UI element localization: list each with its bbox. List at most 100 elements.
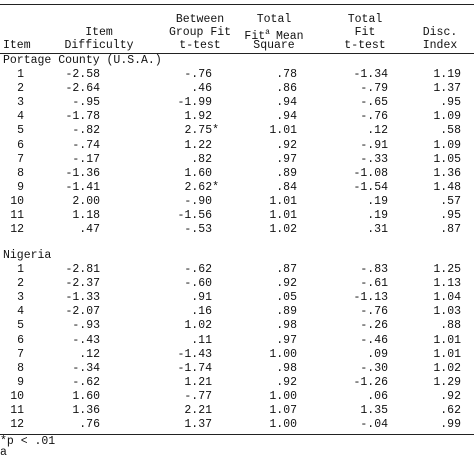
item-number: 2	[17, 82, 24, 96]
cell: .12	[367, 124, 388, 138]
cell: .89	[276, 305, 297, 319]
item-number: 9	[17, 375, 24, 389]
cell: .19	[367, 194, 388, 208]
cell: 2.00	[72, 194, 100, 208]
cell: 1.01	[433, 347, 461, 361]
cell: -.91	[360, 138, 388, 152]
cell: .84	[276, 180, 297, 194]
cell: 1.13	[433, 277, 461, 291]
cell: .78	[276, 68, 297, 81]
cell: .31	[367, 223, 388, 237]
cell: 1.05	[433, 152, 461, 166]
item-number: 12	[10, 223, 24, 237]
cell: -.62	[72, 375, 100, 389]
cell: -.65	[360, 96, 388, 110]
cell: -1.56	[177, 209, 212, 222]
cell: -.93	[72, 319, 100, 333]
cell: 1.35	[360, 404, 388, 417]
footnote: *p < .01	[0, 435, 56, 448]
section-label: Portage County (U.S.A.)	[3, 54, 162, 67]
cell: .99	[440, 418, 461, 432]
cell: 1.36	[433, 166, 461, 180]
item-number: 2	[17, 277, 24, 291]
cell: 1.60	[184, 166, 212, 180]
cell: .94	[276, 96, 297, 110]
cell: 1.29	[433, 375, 461, 389]
cell: -.26	[360, 319, 388, 333]
column-header: Index	[422, 39, 458, 52]
bottom-rule	[0, 434, 474, 435]
cell: 1.03	[433, 305, 461, 319]
item-number: 1	[17, 68, 24, 81]
column-header: Disc.	[422, 26, 458, 39]
column-header: Total	[256, 13, 292, 26]
cell: -.53	[184, 223, 212, 237]
cell: 1.02	[184, 319, 212, 333]
cell: -.62	[184, 263, 212, 276]
item-number: 4	[17, 305, 24, 319]
cell: .06	[367, 389, 388, 403]
cell: .86	[276, 82, 297, 96]
column-header: Fit	[354, 26, 376, 39]
cell: -.95	[72, 96, 100, 110]
cell: .92	[440, 389, 461, 403]
cell: -.34	[72, 361, 100, 375]
cell: -.04	[360, 418, 388, 432]
cell: -2.58	[65, 68, 100, 81]
cell: .16	[191, 305, 212, 319]
item-number: 11	[10, 404, 24, 417]
cell: -2.81	[65, 263, 100, 276]
item-number: 3	[17, 291, 24, 305]
cell: 1.92	[184, 110, 212, 124]
cell: 1.60	[72, 389, 100, 403]
cell: -.33	[360, 152, 388, 166]
header-rule	[0, 53, 474, 54]
column-header: Between	[175, 13, 225, 26]
section-label: Nigeria	[3, 249, 52, 262]
cell: -.76	[360, 110, 388, 124]
item-number: 5	[17, 124, 24, 138]
cell: .95	[440, 209, 461, 222]
cell: .94	[276, 110, 297, 124]
cell: -.46	[360, 333, 388, 347]
cell: .98	[276, 319, 297, 333]
cell: -1.54	[353, 180, 388, 194]
cell: .95	[440, 96, 461, 110]
cell: .88	[440, 319, 461, 333]
header-part: a	[265, 28, 270, 37]
cell: -1.41	[65, 180, 100, 194]
column-header: t-test	[344, 39, 386, 52]
item-number: 6	[17, 333, 24, 347]
cell: .82	[191, 152, 212, 166]
cell: 1.21	[184, 375, 212, 389]
cell: .92	[276, 277, 297, 291]
cell: .92	[276, 375, 297, 389]
cell: .46	[191, 82, 212, 96]
cell: .11	[191, 333, 212, 347]
cell: -.83	[360, 263, 388, 276]
cell: 1.00	[269, 418, 297, 432]
item-number: 10	[10, 194, 24, 208]
cell: 1.01	[269, 194, 297, 208]
cell: 1.09	[433, 110, 461, 124]
cell: -.79	[360, 82, 388, 96]
cell: 1.09	[433, 138, 461, 152]
column-header: Fita Mean	[244, 26, 303, 44]
cell: -2.37	[65, 277, 100, 291]
cell: .89	[276, 166, 297, 180]
cell: 1.00	[269, 389, 297, 403]
cell: 1.04	[433, 291, 461, 305]
item-number: 5	[17, 319, 24, 333]
footnote: a	[0, 446, 7, 459]
cell: 1.22	[184, 138, 212, 152]
cell: 1.07	[269, 404, 297, 417]
cell: -1.78	[65, 110, 100, 124]
cell: -1.36	[65, 166, 100, 180]
cell: .47	[79, 223, 100, 237]
item-number: 10	[10, 389, 24, 403]
cell: 2.62*	[184, 180, 219, 194]
cell: -1.08	[353, 166, 388, 180]
item-number: 7	[17, 347, 24, 361]
cell: 1.25	[433, 263, 461, 276]
cell: -1.43	[177, 347, 212, 361]
